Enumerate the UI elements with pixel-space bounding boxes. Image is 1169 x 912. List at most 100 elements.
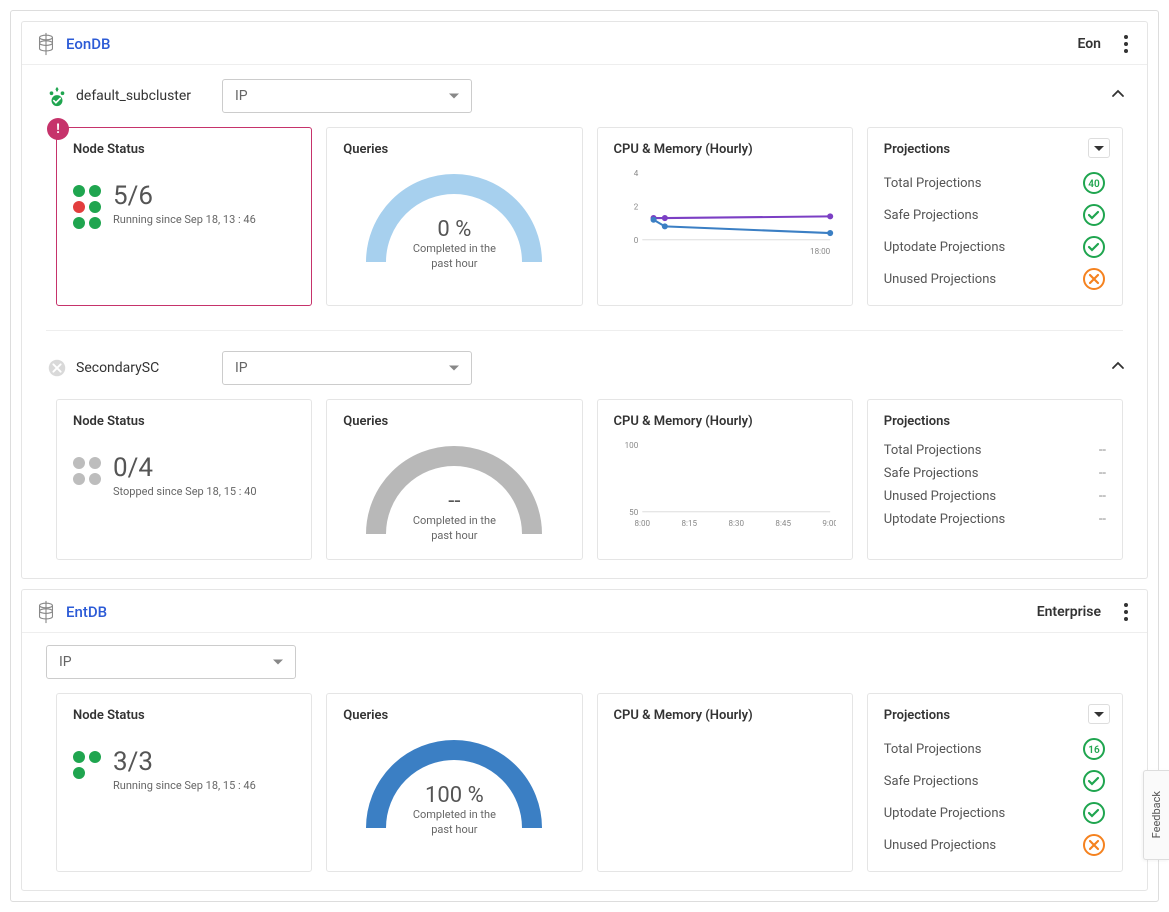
projection-label: Safe Projections <box>884 208 979 223</box>
database-mode: Eon <box>1077 36 1101 52</box>
card-title: Queries <box>343 708 565 723</box>
projection-item: Safe Projections -- <box>884 462 1106 485</box>
node-status-dot <box>73 457 85 469</box>
card-title: Projections <box>884 142 1106 157</box>
subcluster-name: default_subcluster <box>76 88 206 104</box>
svg-text:9:00: 9:00 <box>822 519 836 528</box>
database-icon <box>36 32 56 56</box>
ip-select-label: IP <box>235 88 248 104</box>
svg-text:4: 4 <box>633 169 638 178</box>
node-status-card: Node Status 3/3 Running since Sep 18, 15… <box>56 693 312 872</box>
projection-label: Uptodate Projections <box>884 806 1005 821</box>
queries-percent: 0 % <box>354 217 554 242</box>
card-title: Projections <box>884 414 1106 429</box>
subcluster-primary-icon <box>46 85 68 107</box>
database-name[interactable]: EntDB <box>66 603 107 621</box>
node-status-dot <box>73 217 85 229</box>
projection-item: Unused Projections <box>884 829 1106 861</box>
projection-item: Uptodate Projections -- <box>884 508 1106 531</box>
projections-dropdown-button[interactable] <box>1088 138 1110 158</box>
node-status-card: Node Status 0/4 Stopped since Sep 18, 15… <box>56 399 312 560</box>
cpu-memory-chart: 4 2 0 18:00 <box>614 167 836 258</box>
card-title: Queries <box>343 142 565 157</box>
collapse-toggle[interactable] <box>1109 357 1127 379</box>
svg-text:0: 0 <box>633 236 638 245</box>
svg-text:16: 16 <box>1088 745 1100 756</box>
card-title: Node Status <box>73 708 295 723</box>
queries-subtitle: Completed in the past hour <box>354 242 554 271</box>
node-status-dot <box>73 473 85 485</box>
collapse-toggle[interactable] <box>1109 85 1127 107</box>
database-name[interactable]: EonDB <box>66 35 110 53</box>
card-title: Queries <box>343 414 565 429</box>
projections-card: Projections Total Projections 40 Safe Pr… <box>867 127 1123 306</box>
queries-card: Queries 0 % Completed in the past hour <box>326 127 582 306</box>
svg-text:8:30: 8:30 <box>728 519 744 528</box>
node-status-dot <box>89 751 101 763</box>
svg-text:8:45: 8:45 <box>775 519 791 528</box>
subcluster-secondary-icon <box>46 357 68 379</box>
database-icon <box>36 600 56 624</box>
projection-label: Unused Projections <box>884 272 996 287</box>
node-status-dot-grid <box>73 185 101 229</box>
projection-item: Total Projections -- <box>884 439 1106 462</box>
card-title: Node Status <box>73 414 295 429</box>
node-count: 0/4 <box>113 455 257 481</box>
node-count: 5/6 <box>113 183 256 209</box>
ip-select-label: IP <box>235 360 248 376</box>
node-status-dot <box>73 767 85 779</box>
projections-card: Projections Total Projections 16 Safe Pr… <box>867 693 1123 872</box>
projection-label: Uptodate Projections <box>884 512 1005 527</box>
queries-card: Queries -- Completed in the past hour <box>326 399 582 560</box>
node-count: 3/3 <box>113 749 256 775</box>
card-title: CPU & Memory (Hourly) <box>614 414 836 429</box>
kebab-menu-icon[interactable] <box>1119 35 1133 53</box>
check-circle-icon <box>1082 769 1106 793</box>
card-title: CPU & Memory (Hourly) <box>614 142 836 157</box>
projection-label: Safe Projections <box>884 774 979 789</box>
database-header: EonDB Eon <box>22 22 1147 65</box>
feedback-tab[interactable]: Feedback <box>1143 770 1169 860</box>
feedback-label: Feedback <box>1150 791 1163 838</box>
node-status-text: Running since Sep 18, 15 : 46 <box>113 779 256 792</box>
cpu-memory-card: CPU & Memory (Hourly) 4 2 0 18:00 <box>597 127 853 306</box>
projection-label: Safe Projections <box>884 466 979 481</box>
node-status-text: Running since Sep 18, 13 : 46 <box>113 213 256 226</box>
ip-select[interactable]: IP <box>46 645 296 679</box>
chevron-down-icon <box>273 660 283 665</box>
count-badge-icon: 16 <box>1082 737 1106 761</box>
queries-percent: -- <box>354 489 554 514</box>
node-status-dot <box>89 217 101 229</box>
projection-value: -- <box>1082 512 1106 527</box>
node-status-dot <box>73 751 85 763</box>
ip-select[interactable]: IP <box>222 351 472 385</box>
queries-subtitle: Completed in the past hour <box>354 808 554 837</box>
svg-text:18:00: 18:00 <box>810 247 831 256</box>
subcluster-header: default_subcluster IP <box>22 65 1147 123</box>
projection-item: Total Projections 16 <box>884 733 1106 765</box>
cpu-memory-chart <box>614 733 836 824</box>
projection-label: Total Projections <box>884 176 982 191</box>
projections-dropdown-button[interactable] <box>1088 704 1110 724</box>
check-circle-icon <box>1082 801 1106 825</box>
projection-item: Uptodate Projections <box>884 797 1106 829</box>
projection-label: Total Projections <box>884 443 982 458</box>
svg-text:100: 100 <box>624 441 638 450</box>
svg-text:2: 2 <box>633 202 638 211</box>
node-status-card: ! Node Status 5/6 Running since Sep 18, … <box>56 127 312 306</box>
ip-select-label: IP <box>59 654 72 670</box>
ip-select[interactable]: IP <box>222 79 472 113</box>
projection-value: -- <box>1082 489 1106 504</box>
kebab-menu-icon[interactable] <box>1119 603 1133 621</box>
chevron-down-icon <box>449 94 459 99</box>
svg-text:40: 40 <box>1088 179 1100 190</box>
projection-label: Unused Projections <box>884 489 996 504</box>
node-status-dot <box>89 201 101 213</box>
cpu-memory-card: CPU & Memory (Hourly) <box>597 693 853 872</box>
node-status-dot <box>89 185 101 197</box>
database-mode: Enterprise <box>1037 604 1101 620</box>
card-title: Projections <box>884 708 1106 723</box>
count-badge-icon: 40 <box>1082 171 1106 195</box>
alert-badge-icon: ! <box>47 118 69 140</box>
projection-item: Unused Projections -- <box>884 485 1106 508</box>
